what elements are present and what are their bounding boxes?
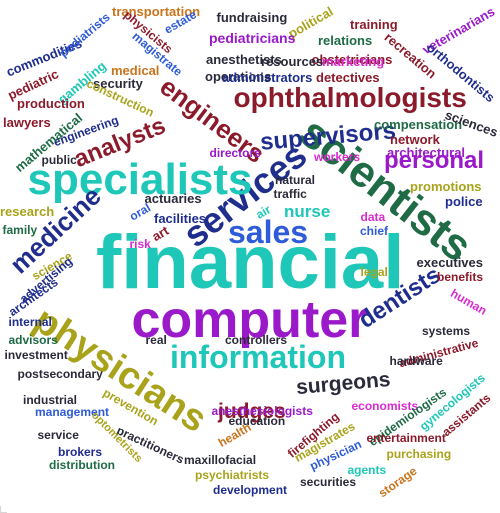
word-industrial: industrial: [23, 393, 78, 407]
word-service: service: [37, 428, 79, 442]
word-directors: directors: [209, 146, 261, 160]
word-architectural: architectural: [387, 144, 466, 160]
word-securities: securities: [300, 475, 357, 489]
word-controllers: controllers: [225, 333, 288, 347]
word-lawyers: lawyers: [3, 114, 51, 130]
word-executives: executives: [416, 254, 484, 270]
word-advisors: advisors: [8, 333, 58, 347]
word-investment: investment: [4, 348, 68, 362]
word-natural: natural: [275, 173, 316, 187]
word-brokers: brokers: [58, 445, 103, 459]
word-management: management: [35, 405, 110, 419]
word-legal: legal: [360, 265, 388, 279]
word-internal: internal: [8, 315, 52, 329]
word-training: training: [350, 16, 398, 32]
word-network: network: [390, 131, 440, 147]
word-development: development: [213, 483, 288, 497]
word-administrators: administrators: [222, 69, 313, 85]
word-workers: workers: [314, 150, 361, 164]
word-research: research: [0, 203, 55, 219]
word-systems: systems: [422, 324, 471, 338]
word-production: production: [17, 95, 85, 111]
word-maxillofacial: maxillofacial: [184, 453, 257, 467]
word-actuaries: actuaries: [144, 190, 202, 206]
word-postsecondary: postsecondary: [17, 367, 103, 381]
word-computer: computer: [131, 291, 369, 349]
word-compensation: compensation: [374, 116, 463, 132]
word-public: public: [41, 153, 77, 167]
word-judges: judges: [218, 399, 286, 423]
word-sales: sales: [228, 214, 309, 250]
word-sciences: sciences: [443, 106, 500, 140]
word-marketing: marketing: [322, 53, 385, 69]
word-specialists: specialists: [27, 155, 253, 204]
word-economists: economists: [351, 399, 419, 413]
word-anesthetists: anesthetists: [206, 51, 282, 67]
word-benefits: benefits: [437, 270, 484, 284]
word-resources: resources: [261, 53, 324, 69]
word-security: security: [93, 75, 143, 91]
word-transportation: transportation: [112, 3, 201, 19]
corner-mark: [0, 506, 7, 513]
word-chief: chief: [360, 224, 389, 238]
word-psychiatrists: psychiatrists: [195, 468, 270, 482]
word-promotions: promotions: [410, 178, 482, 194]
word-human: human: [447, 286, 489, 318]
word-personal: personal: [384, 147, 485, 174]
word-data: data: [360, 210, 386, 224]
word-purchasing: purchasing: [386, 447, 452, 461]
word-hardware: hardware: [389, 354, 443, 368]
word-detectives: detectives: [316, 69, 380, 85]
word-nurse: nurse: [284, 201, 331, 221]
word-relations: relations: [318, 32, 373, 48]
word-medical: medical: [111, 62, 160, 78]
word-traffic: traffic: [273, 187, 307, 201]
word-distribution: distribution: [49, 458, 115, 472]
word-agents: agents: [347, 463, 387, 477]
word-fundraising: fundraising: [216, 9, 288, 25]
word-podiatrists: podiatrists: [56, 9, 113, 61]
word-facilities: facilities: [154, 210, 207, 226]
word-obstetricians: obstetricians: [311, 51, 393, 67]
word-police: police: [445, 193, 483, 209]
word-family: family: [2, 223, 38, 237]
word-operations: operations: [205, 68, 272, 84]
word-risk: risk: [129, 237, 151, 251]
word-anesthesiologists: anesthesiologists: [211, 404, 313, 418]
word-entertainment: entertainment: [366, 431, 446, 445]
word-education: education: [228, 414, 286, 428]
word-real: real: [145, 333, 167, 347]
word-ophthalmologists: ophthalmologists: [233, 82, 467, 113]
word-pediatricians: pediatricians: [209, 30, 296, 46]
word-financial: financial: [96, 220, 405, 305]
word-information: information: [170, 339, 346, 375]
